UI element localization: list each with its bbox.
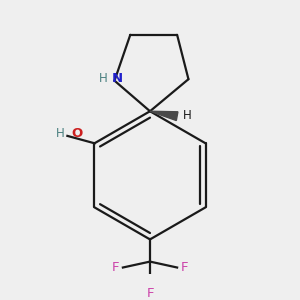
Text: N: N	[111, 72, 122, 85]
Text: F: F	[112, 261, 120, 274]
Text: F: F	[180, 261, 188, 274]
Polygon shape	[150, 111, 178, 121]
Text: H: H	[56, 128, 65, 140]
Text: H: H	[99, 72, 108, 85]
Text: H: H	[183, 109, 191, 122]
Text: O: O	[71, 128, 82, 140]
Text: F: F	[146, 287, 154, 300]
